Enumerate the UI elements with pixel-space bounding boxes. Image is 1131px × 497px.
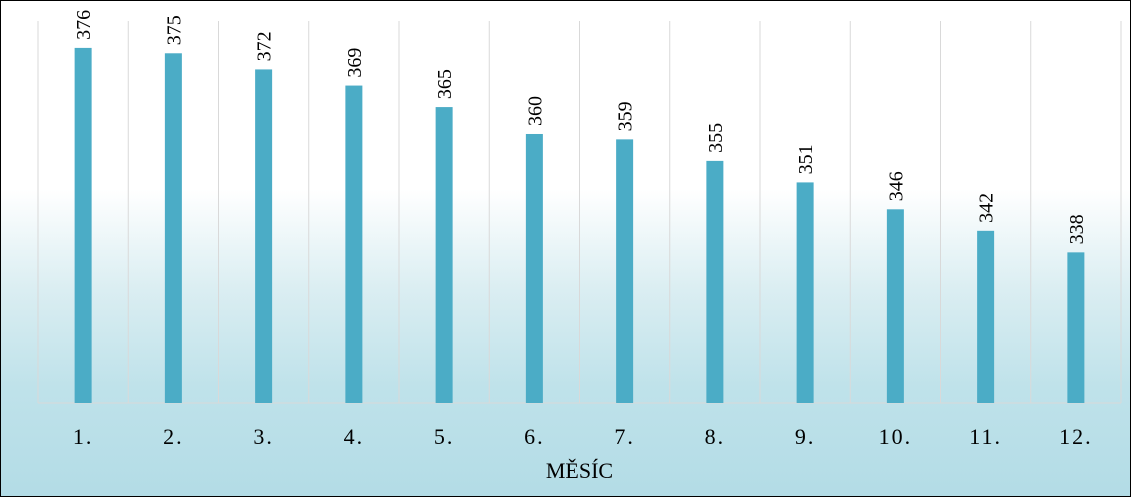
bar-10 bbox=[886, 209, 904, 403]
bar-7 bbox=[616, 139, 634, 403]
x-tick-label-3: 3. bbox=[253, 424, 274, 449]
bar-8 bbox=[706, 160, 724, 403]
data-label-10: 346 bbox=[885, 171, 907, 201]
bar-11 bbox=[977, 230, 995, 403]
data-label-11: 342 bbox=[976, 193, 998, 223]
data-label-2: 375 bbox=[163, 15, 185, 45]
data-label-1: 376 bbox=[73, 10, 95, 40]
data-label-12: 338 bbox=[1066, 214, 1088, 244]
x-tick-label-1: 1. bbox=[73, 424, 94, 449]
data-label-6: 360 bbox=[524, 96, 546, 126]
data-label-3: 372 bbox=[254, 31, 276, 61]
x-axis-title: MĚSÍC bbox=[546, 458, 613, 483]
x-tick-label-10: 10. bbox=[879, 424, 913, 449]
data-label-4: 369 bbox=[344, 48, 366, 78]
bar-6 bbox=[525, 133, 543, 404]
x-tick-label-7: 7. bbox=[614, 424, 635, 449]
x-tick-label-12: 12. bbox=[1059, 424, 1093, 449]
bar-9 bbox=[796, 182, 814, 403]
data-labels: 376 375 372 369 365 360 359 355 351 346 342 338 bbox=[73, 10, 1088, 244]
data-label-7: 359 bbox=[615, 101, 637, 131]
bar-1 bbox=[74, 47, 92, 404]
x-tick-label-8: 8. bbox=[705, 424, 726, 449]
bar-4 bbox=[345, 85, 363, 403]
bars bbox=[74, 47, 1085, 404]
x-tick-label-2: 2. bbox=[163, 424, 184, 449]
data-label-8: 355 bbox=[705, 123, 727, 153]
bar-12 bbox=[1067, 252, 1085, 403]
data-label-5: 365 bbox=[434, 69, 456, 99]
bar-2 bbox=[164, 53, 182, 404]
x-tick-label-5: 5. bbox=[434, 424, 455, 449]
bar-3 bbox=[255, 69, 273, 403]
bar-5 bbox=[435, 107, 453, 404]
data-label-9: 351 bbox=[795, 144, 817, 174]
x-tick-label-11: 11. bbox=[969, 424, 1002, 449]
x-tick-labels: 1. 2. 3. 4. 5. 6. 7. 8. 9. 10. 11. 12. bbox=[73, 424, 1093, 449]
gridlines bbox=[37, 21, 1122, 404]
x-tick-label-6: 6. bbox=[524, 424, 545, 449]
x-tick-label-9: 9. bbox=[795, 424, 816, 449]
x-tick-label-4: 4. bbox=[344, 424, 365, 449]
